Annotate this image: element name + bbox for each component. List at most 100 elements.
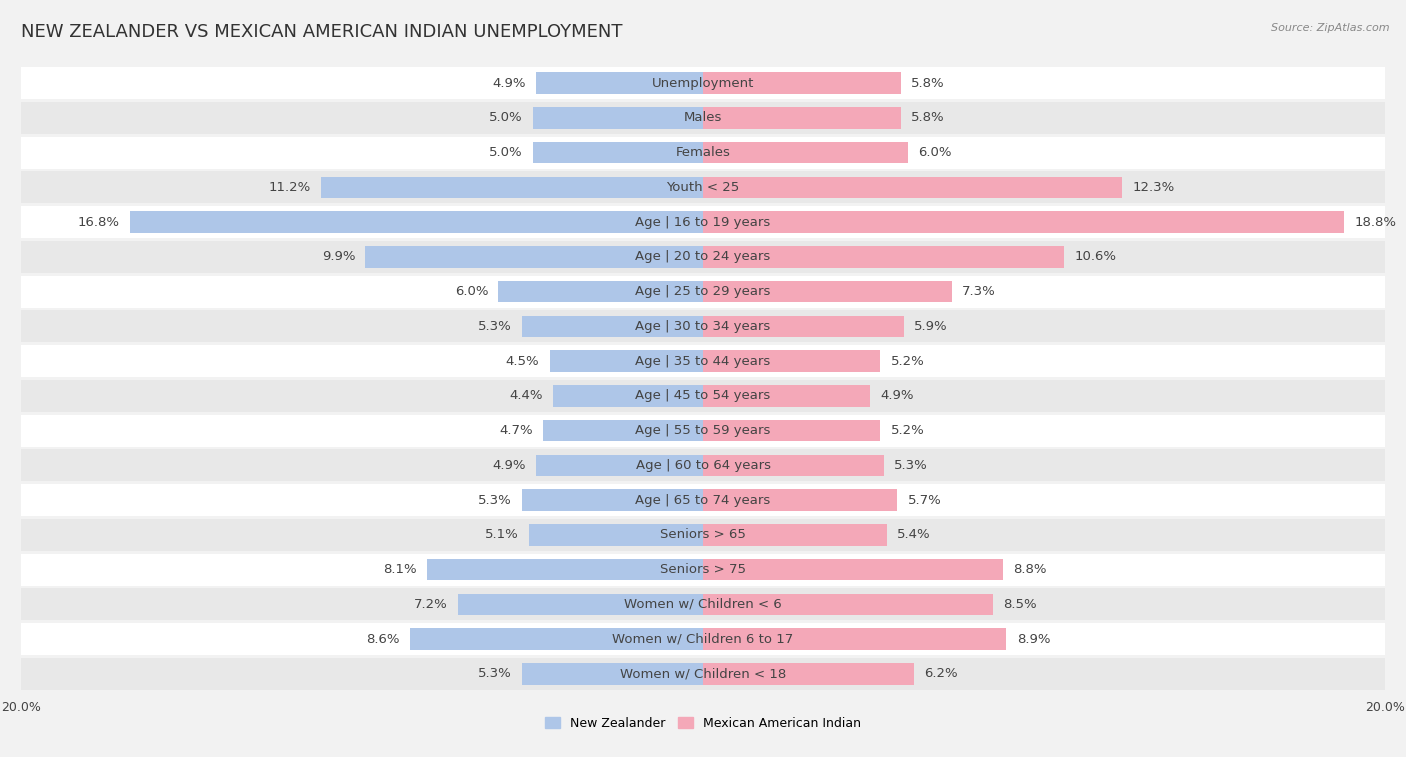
Text: 8.5%: 8.5% [1002, 598, 1036, 611]
Text: 8.8%: 8.8% [1014, 563, 1047, 576]
Bar [21, 137, 1385, 169]
Bar [543, 420, 703, 441]
Text: 4.9%: 4.9% [880, 389, 914, 403]
Text: 5.8%: 5.8% [911, 111, 945, 124]
Bar [21, 102, 1385, 134]
Bar [366, 246, 703, 268]
Text: 5.0%: 5.0% [489, 146, 522, 159]
Bar [321, 176, 703, 198]
Text: 6.0%: 6.0% [918, 146, 952, 159]
Text: 5.4%: 5.4% [897, 528, 931, 541]
Text: Unemployment: Unemployment [652, 76, 754, 89]
Text: 6.0%: 6.0% [454, 285, 488, 298]
Bar [522, 489, 703, 511]
Bar [703, 350, 880, 372]
Text: 5.3%: 5.3% [478, 494, 512, 506]
Text: Women w/ Children < 6: Women w/ Children < 6 [624, 598, 782, 611]
Bar [21, 380, 1385, 412]
Bar [21, 658, 1385, 690]
Text: Age | 30 to 34 years: Age | 30 to 34 years [636, 320, 770, 333]
Bar [21, 345, 1385, 377]
Bar [703, 628, 1007, 650]
Text: 8.9%: 8.9% [1017, 633, 1050, 646]
Text: 5.3%: 5.3% [894, 459, 928, 472]
Text: Source: ZipAtlas.com: Source: ZipAtlas.com [1271, 23, 1389, 33]
Text: 6.2%: 6.2% [925, 668, 959, 681]
Bar [131, 211, 703, 233]
Text: Age | 20 to 24 years: Age | 20 to 24 years [636, 251, 770, 263]
Text: Women w/ Children < 18: Women w/ Children < 18 [620, 668, 786, 681]
Bar [703, 142, 908, 164]
Bar [457, 593, 703, 615]
Bar [703, 107, 901, 129]
Text: 5.8%: 5.8% [911, 76, 945, 89]
Text: Age | 60 to 64 years: Age | 60 to 64 years [636, 459, 770, 472]
Bar [703, 385, 870, 407]
Bar [522, 663, 703, 684]
Bar [21, 588, 1385, 620]
Text: Seniors > 65: Seniors > 65 [659, 528, 747, 541]
Text: Age | 16 to 19 years: Age | 16 to 19 years [636, 216, 770, 229]
Bar [703, 246, 1064, 268]
Bar [703, 455, 884, 476]
Text: 5.3%: 5.3% [478, 668, 512, 681]
Text: 18.8%: 18.8% [1354, 216, 1396, 229]
Text: 5.2%: 5.2% [890, 424, 924, 437]
Text: 11.2%: 11.2% [269, 181, 311, 194]
Bar [703, 420, 880, 441]
Bar [21, 553, 1385, 586]
Text: 16.8%: 16.8% [77, 216, 120, 229]
Bar [21, 519, 1385, 551]
Bar [21, 310, 1385, 342]
Text: 8.6%: 8.6% [366, 633, 399, 646]
Text: 8.1%: 8.1% [382, 563, 416, 576]
Bar [499, 281, 703, 302]
Text: Age | 65 to 74 years: Age | 65 to 74 years [636, 494, 770, 506]
Text: 4.7%: 4.7% [499, 424, 533, 437]
Text: Youth < 25: Youth < 25 [666, 181, 740, 194]
Legend: New Zealander, Mexican American Indian: New Zealander, Mexican American Indian [540, 712, 866, 735]
Bar [703, 559, 1002, 581]
Text: Females: Females [675, 146, 731, 159]
Text: 12.3%: 12.3% [1133, 181, 1175, 194]
Bar [21, 276, 1385, 307]
Text: 4.9%: 4.9% [492, 459, 526, 472]
Bar [703, 176, 1122, 198]
Bar [533, 142, 703, 164]
Text: 5.2%: 5.2% [890, 354, 924, 368]
Text: Age | 55 to 59 years: Age | 55 to 59 years [636, 424, 770, 437]
Text: NEW ZEALANDER VS MEXICAN AMERICAN INDIAN UNEMPLOYMENT: NEW ZEALANDER VS MEXICAN AMERICAN INDIAN… [21, 23, 623, 41]
Text: Age | 45 to 54 years: Age | 45 to 54 years [636, 389, 770, 403]
Bar [21, 450, 1385, 481]
Text: Women w/ Children 6 to 17: Women w/ Children 6 to 17 [613, 633, 793, 646]
Bar [553, 385, 703, 407]
Bar [21, 171, 1385, 204]
Bar [703, 73, 901, 94]
Text: 5.7%: 5.7% [908, 494, 942, 506]
Bar [427, 559, 703, 581]
Bar [533, 107, 703, 129]
Bar [536, 73, 703, 94]
Text: 7.3%: 7.3% [962, 285, 995, 298]
Bar [703, 281, 952, 302]
Bar [522, 316, 703, 337]
Text: Males: Males [683, 111, 723, 124]
Bar [703, 489, 897, 511]
Text: 5.1%: 5.1% [485, 528, 519, 541]
Bar [703, 593, 993, 615]
Text: 10.6%: 10.6% [1074, 251, 1116, 263]
Bar [703, 524, 887, 546]
Text: 4.9%: 4.9% [492, 76, 526, 89]
Text: 4.5%: 4.5% [506, 354, 540, 368]
Text: 5.0%: 5.0% [489, 111, 522, 124]
Text: Seniors > 75: Seniors > 75 [659, 563, 747, 576]
Bar [21, 67, 1385, 99]
Text: 5.3%: 5.3% [478, 320, 512, 333]
Bar [21, 241, 1385, 273]
Bar [703, 316, 904, 337]
Bar [21, 484, 1385, 516]
Text: Age | 25 to 29 years: Age | 25 to 29 years [636, 285, 770, 298]
Bar [550, 350, 703, 372]
Bar [21, 415, 1385, 447]
Bar [409, 628, 703, 650]
